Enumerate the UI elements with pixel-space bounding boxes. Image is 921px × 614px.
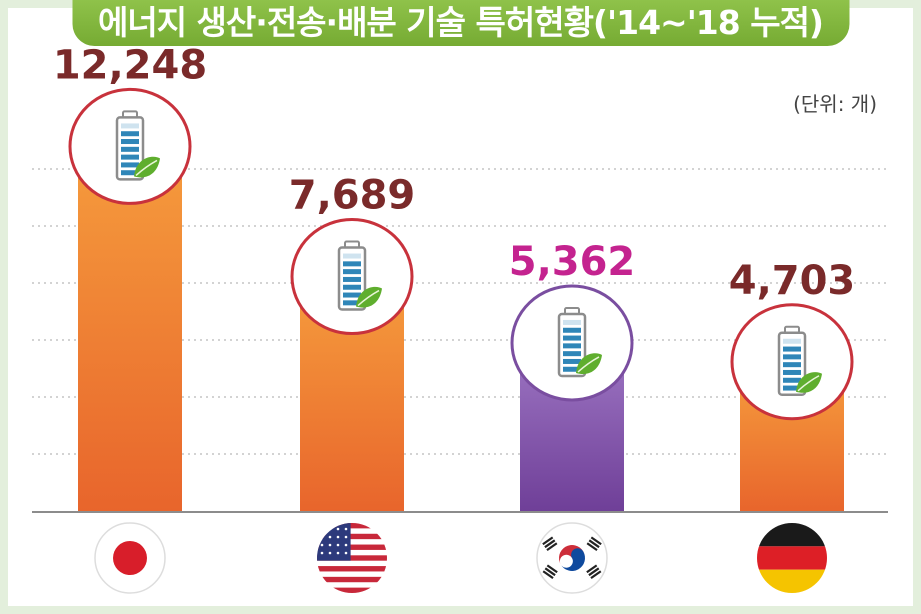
battery-leaf-icon (68, 87, 192, 205)
unit-label: (단위: 개) (793, 92, 877, 116)
value-label-germany: 4,703 (729, 258, 856, 304)
japan-flag-icon (94, 522, 166, 594)
usa-flag-icon (317, 523, 387, 593)
value-label-usa: 7,689 (289, 173, 416, 219)
bar-japan (78, 161, 182, 511)
korea-flag-icon (536, 522, 608, 594)
battery-leaf-icon (290, 218, 414, 336)
battery-leaf-icon (730, 303, 854, 421)
battery-leaf-icon (510, 284, 634, 402)
value-label-korea: 5,362 (509, 239, 636, 285)
germany-flag-icon (757, 523, 827, 593)
value-label-japan: 12,248 (53, 42, 207, 88)
chart-title: 에너지 생산·전송·배분 기술 특허현황('14~'18 누적) (71, 0, 850, 46)
